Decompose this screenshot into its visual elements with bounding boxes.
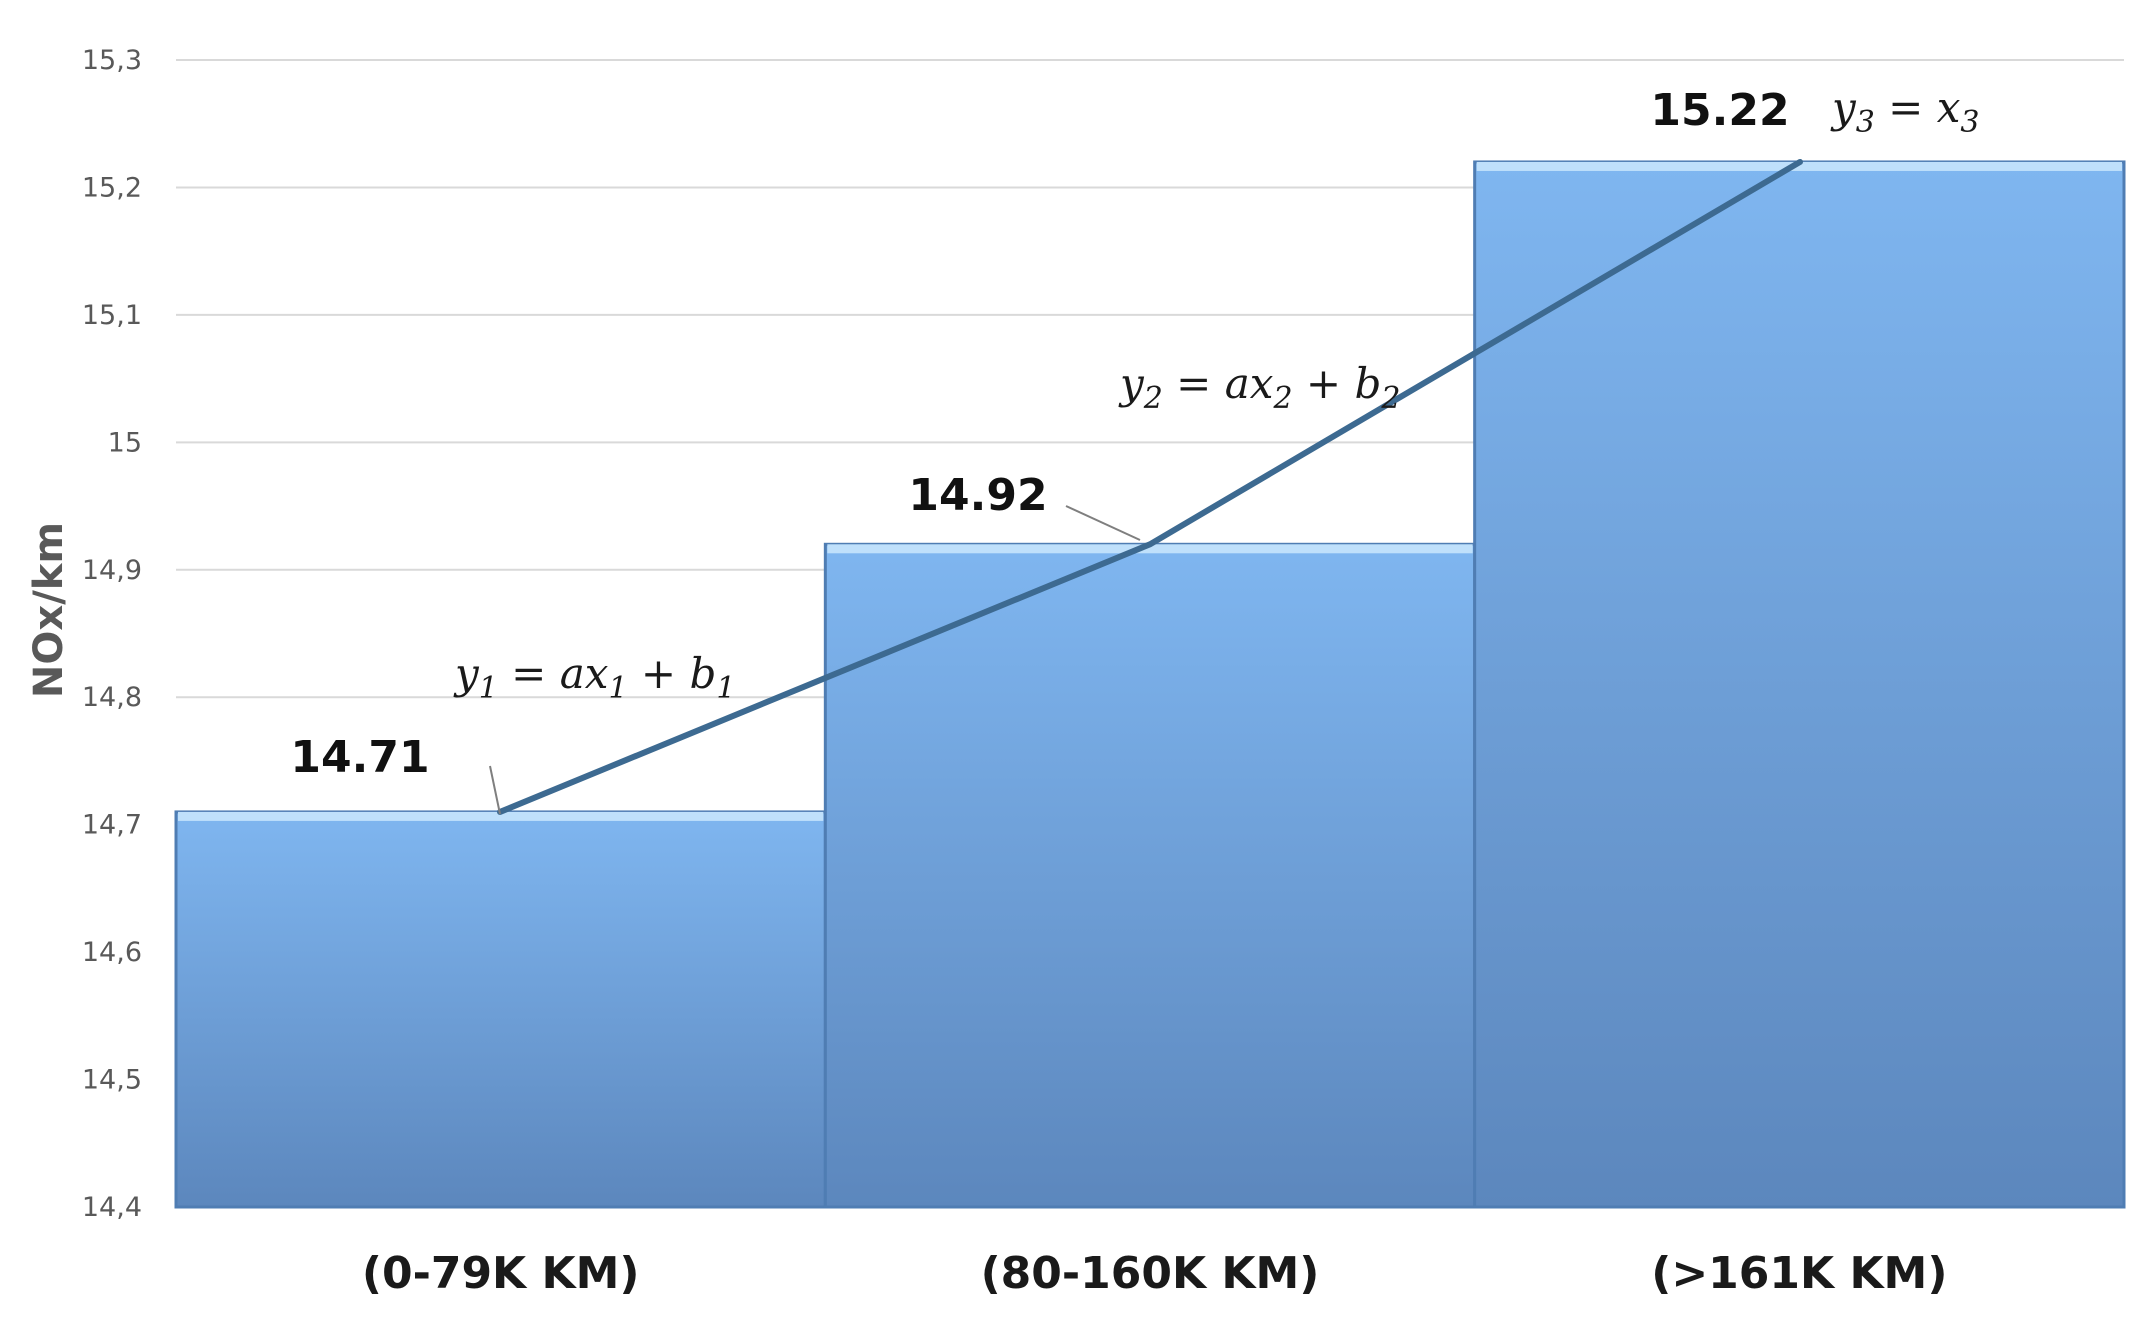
y-tick-label: 15,1 [82,300,142,331]
x-category-label: (80-160K KM) [981,1248,1320,1299]
equation-annotations: y1 = ax1 + b1 y2 = ax2 + b2 y3 = x3 [453,83,1980,706]
x-category-label: (0-79K KM) [362,1248,640,1299]
trend-line-path [497,158,1803,815]
y-axis-ticks: 14,4 14,5 14,6 14,7 14,8 14,9 15 15,1 15,2 15,3 [82,45,142,1223]
y-tick-label: 15,2 [82,172,142,203]
data-label: 14.92 [908,470,1047,521]
y-tick-label: 15,3 [82,45,142,76]
bar-top-edge [1476,161,2122,171]
y-tick-label: 14,8 [82,682,142,713]
bar [1473,160,2126,1209]
y-axis-label: NOx/km [26,522,72,698]
y-tick-label: 14,9 [82,555,142,586]
equation-annotation: y3 = x3 [1830,83,1980,140]
equation-annotation: y2 = ax2 + b2 [1118,359,1400,416]
y-tick-label: 14,4 [82,1192,142,1223]
bar [174,810,827,1209]
trend-line [497,158,1803,815]
data-labels: 14.71 14.92 15.22 [290,85,1790,815]
x-axis-categories: (0-79K KM) (80-160K KM) (>161K KM) [362,1248,1948,1299]
x-category-label: (>161K KM) [1651,1248,1947,1299]
bar-top-edge [827,544,1473,554]
bars [174,160,2126,1209]
y-tick-label: 14,5 [82,1065,142,1096]
y-tick-label: 15 [108,427,142,458]
data-label: 15.22 [1650,85,1789,136]
leader-line [1065,505,1141,541]
y-tick-label: 14,7 [82,810,142,841]
bar-top-edge [178,811,824,821]
equation-annotation: y1 = ax1 + b1 [453,649,735,706]
data-label: 14.71 [290,732,429,783]
leader-line [489,765,501,815]
bar [823,542,1477,1209]
y-tick-label: 14,6 [82,937,142,968]
